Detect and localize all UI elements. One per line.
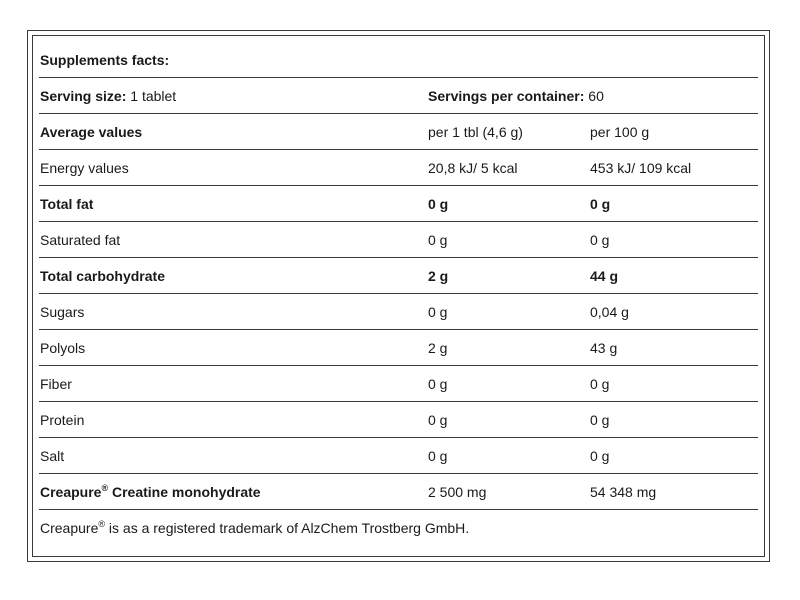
table-row: Saturated fat 0 g 0 g bbox=[39, 222, 758, 258]
nutrient-label: Energy values bbox=[40, 160, 129, 176]
table-row: Polyols 2 g 43 g bbox=[39, 330, 758, 366]
creatine-label: Creapure® Creatine monohydrate bbox=[40, 474, 261, 510]
creapure-brand: Creapure bbox=[40, 484, 102, 500]
supplement-facts-panel: Supplements facts: Serving size: 1 table… bbox=[27, 30, 770, 562]
per-100g-value: 0 g bbox=[590, 232, 610, 248]
title-row: Supplements facts: bbox=[39, 42, 758, 78]
per-tablet-header: per 1 tbl (4,6 g) bbox=[428, 124, 523, 140]
per-tablet-value: 0 g bbox=[428, 376, 448, 392]
per-100g-value: 0 g bbox=[590, 448, 610, 464]
per-100g-value: 54 348 mg bbox=[590, 484, 657, 500]
nutrient-label: Saturated fat bbox=[40, 232, 121, 248]
per-tablet-value: 0 g bbox=[428, 232, 448, 248]
footnote-text: is as a registered trademark of AlzChem … bbox=[108, 520, 470, 536]
registered-mark: ® bbox=[101, 483, 109, 493]
nutrient-label: Protein bbox=[40, 412, 85, 428]
per-tablet-value: 20,8 kJ/ 5 kcal bbox=[428, 160, 518, 176]
per-100g-value: 44 g bbox=[590, 268, 619, 284]
nutrient-label: Salt bbox=[40, 448, 65, 464]
serving-size-value: 1 tablet bbox=[130, 88, 177, 104]
nutrient-label: Total fat bbox=[40, 196, 94, 212]
serving-row: Serving size: 1 tablet Servings per cont… bbox=[39, 78, 758, 114]
table-row: Salt 0 g 0 g bbox=[39, 438, 758, 474]
table-row: Protein 0 g 0 g bbox=[39, 402, 758, 438]
table-row: Total carbohydrate 2 g 44 g bbox=[39, 258, 758, 294]
footnote-registered-mark: ® bbox=[98, 519, 106, 529]
creatine-name: Creatine monohydrate bbox=[112, 484, 261, 500]
table-row: Fiber 0 g 0 g bbox=[39, 366, 758, 402]
per-100g-value: 0 g bbox=[590, 196, 611, 212]
table-row: Energy values 20,8 kJ/ 5 kcal 453 kJ/ 10… bbox=[39, 150, 758, 186]
per-100g-value: 0 g bbox=[590, 376, 610, 392]
table-title: Supplements facts: bbox=[40, 52, 170, 68]
per-100g-value: 43 g bbox=[590, 340, 618, 356]
average-values-label: Average values bbox=[40, 124, 143, 140]
servings-per-container-label: Servings per container: bbox=[428, 88, 585, 104]
per-tablet-value: 0 g bbox=[428, 412, 448, 428]
per-100g-value: 453 kJ/ 109 kcal bbox=[590, 160, 692, 176]
per-tablet-value: 0 g bbox=[428, 196, 449, 212]
column-header-row: Average values per 1 tbl (4,6 g) per 100… bbox=[39, 114, 758, 150]
servings-per-container: Servings per container: 60 bbox=[428, 78, 604, 114]
footnote-row: Creapure® is as a registered trademark o… bbox=[39, 510, 758, 546]
nutrient-label: Fiber bbox=[40, 376, 72, 392]
per-tablet-value: 2 500 mg bbox=[428, 484, 487, 500]
table-row: Total fat 0 g 0 g bbox=[39, 186, 758, 222]
creatine-row: Creapure® Creatine monohydrate 2 500 mg … bbox=[39, 474, 758, 510]
serving-size-label: Serving size: bbox=[40, 88, 127, 104]
per-tablet-value: 0 g bbox=[428, 448, 448, 464]
per-100g-value: 0,04 g bbox=[590, 304, 629, 320]
nutrient-label: Sugars bbox=[40, 304, 85, 320]
per-tablet-value: 0 g bbox=[428, 304, 448, 320]
per-tablet-value: 2 g bbox=[428, 268, 449, 284]
facts-table: Supplements facts: Serving size: 1 table… bbox=[32, 35, 765, 557]
per-tablet-value: 2 g bbox=[428, 340, 448, 356]
per-100g-value: 0 g bbox=[590, 412, 610, 428]
serving-size: Serving size: 1 tablet bbox=[40, 78, 176, 114]
trademark-footnote: Creapure® is as a registered trademark o… bbox=[40, 510, 469, 546]
footnote-brand: Creapure bbox=[40, 520, 99, 536]
nutrient-label: Polyols bbox=[40, 340, 86, 356]
nutrient-label: Total carbohydrate bbox=[40, 268, 165, 284]
servings-per-container-value: 60 bbox=[588, 88, 604, 104]
per-100g-header: per 100 g bbox=[590, 124, 650, 140]
table-row: Sugars 0 g 0,04 g bbox=[39, 294, 758, 330]
